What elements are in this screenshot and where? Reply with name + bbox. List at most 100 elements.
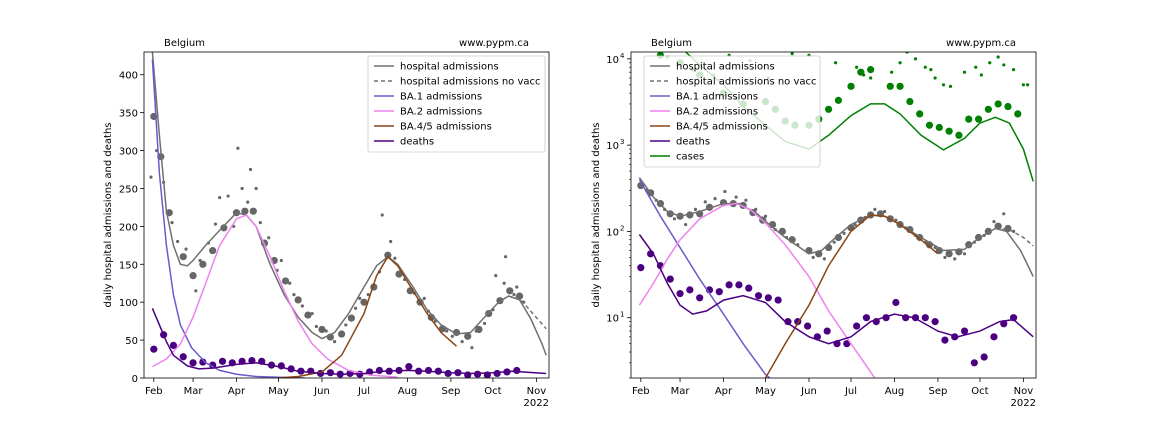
legend-label-ba2: BA.2 admissions xyxy=(400,107,482,118)
deaths_weekly-point xyxy=(513,366,521,375)
deaths_weekly-point xyxy=(970,359,978,367)
hosp_daily-point xyxy=(512,293,516,297)
hosp_daily-point xyxy=(723,189,727,194)
ba1-line xyxy=(638,179,771,378)
y-tick-label: 400 xyxy=(119,71,138,82)
y-axis-label: daily hospital admissions and deaths xyxy=(591,122,602,307)
deaths_weekly-point xyxy=(150,345,158,353)
cases_daily-point xyxy=(933,76,937,80)
deaths-line xyxy=(151,308,547,375)
cases_daily-point xyxy=(979,73,983,77)
cases_daily-point xyxy=(923,65,927,69)
y-tick-exponent: 4 xyxy=(620,52,625,60)
hosp_daily-point xyxy=(324,329,328,333)
x-tick-label: Oct xyxy=(971,386,988,397)
hosp_daily-point xyxy=(248,167,253,172)
cases_weekly-point xyxy=(916,110,924,118)
deaths_weekly-point xyxy=(405,363,413,371)
cases_daily-point xyxy=(948,84,953,88)
hosp_daily-point xyxy=(310,311,314,316)
cases_daily-point xyxy=(869,76,873,80)
cases_daily-point xyxy=(962,70,967,74)
hosp_daily-point xyxy=(894,218,898,222)
deaths_weekly-point xyxy=(199,358,207,366)
cases_daily-point xyxy=(988,61,992,65)
cases_weekly-point xyxy=(867,66,875,74)
panel-title-left: Belgium xyxy=(651,38,692,49)
deaths_weekly-point xyxy=(921,314,929,322)
y-tick-exponent: 2 xyxy=(620,224,624,232)
hosp_daily-point xyxy=(943,255,947,259)
legend-label-deaths: deaths xyxy=(400,137,434,148)
cases_daily-point xyxy=(790,52,794,56)
x-tick-label: Apr xyxy=(715,386,733,397)
x-tick-label: Jun xyxy=(800,386,817,397)
hosp_daily-point xyxy=(292,293,296,297)
cases_weekly-point xyxy=(984,105,992,113)
deaths_weekly-point xyxy=(990,333,998,341)
deaths_weekly-point xyxy=(725,281,733,289)
hosp_daily-point xyxy=(754,207,758,211)
cases_daily-point xyxy=(913,57,918,61)
legend-label-ba2: BA.2 admissions xyxy=(676,107,758,118)
x-tick-label: Aug xyxy=(398,386,418,397)
cases_weekly-point xyxy=(847,82,855,90)
hosp_weekly-point xyxy=(189,272,197,280)
hosp_weekly-point xyxy=(360,298,368,306)
hosp_daily-point xyxy=(267,236,271,240)
hosp_daily-point xyxy=(380,213,384,217)
panel-title-right: www.pypm.ca xyxy=(459,38,529,49)
hosp_daily-point xyxy=(332,340,337,344)
x-tick-label: May xyxy=(268,386,289,397)
y-tick-label: 350 xyxy=(119,109,138,120)
deaths_weekly-point xyxy=(326,369,334,377)
hospital-line xyxy=(151,52,547,356)
cases_daily-point xyxy=(890,70,894,74)
hosp_daily-point xyxy=(503,255,508,259)
deaths_weekly-point xyxy=(676,290,684,298)
y-tick-label: 150 xyxy=(119,260,138,271)
deaths_weekly-point xyxy=(179,353,187,361)
hosp_daily-point xyxy=(992,219,996,224)
hosp_daily-point xyxy=(953,257,957,261)
hosp_daily-point xyxy=(246,200,250,204)
hosp_weekly-point xyxy=(464,332,472,340)
hosp_weekly-point xyxy=(318,325,326,334)
hosp_daily-point xyxy=(213,222,218,226)
cases_weekly-point xyxy=(1014,110,1022,118)
x-tick-label: Apr xyxy=(228,386,246,397)
cases_daily-point xyxy=(996,55,1000,59)
hosp_daily-point xyxy=(184,247,188,251)
cases_weekly-point xyxy=(955,131,963,139)
deaths_weekly-point xyxy=(892,298,900,307)
cases_daily-point xyxy=(929,68,933,72)
hosp_daily-point xyxy=(218,195,222,200)
deaths_weekly-point xyxy=(464,371,472,378)
deaths_weekly-point xyxy=(774,296,782,304)
x-tick-label: Feb xyxy=(145,386,163,397)
deaths_weekly-point xyxy=(424,366,433,375)
deaths_weekly-point xyxy=(784,318,792,326)
hosp_daily-point xyxy=(482,321,487,326)
hosp_daily-point xyxy=(883,209,887,214)
y-tick-label: 200 xyxy=(119,222,138,233)
x-tick-label: Sep xyxy=(928,386,947,397)
y-tick-label: 10 xyxy=(606,314,619,325)
cases_weekly-point xyxy=(824,105,833,113)
hosp_daily-point xyxy=(811,255,815,259)
cases_daily-point xyxy=(1021,83,1025,87)
legend-label-ba1: BA.1 admissions xyxy=(400,92,482,103)
deaths_weekly-point xyxy=(637,264,645,272)
hosp_weekly-point xyxy=(337,330,346,338)
legend-label-hospital_no_vacc: hospital admissions no vacc xyxy=(676,77,817,88)
deaths_weekly-point xyxy=(754,292,763,300)
cases_daily-point xyxy=(1002,63,1006,67)
hosp_daily-point xyxy=(502,281,506,285)
hosp_daily-point xyxy=(366,293,370,297)
cases_daily-point xyxy=(898,61,902,65)
hosp_weekly-point xyxy=(506,287,514,295)
legend-label-cases: cases xyxy=(676,152,704,163)
legend-box xyxy=(367,55,546,153)
cases_weekly-point xyxy=(906,97,914,106)
